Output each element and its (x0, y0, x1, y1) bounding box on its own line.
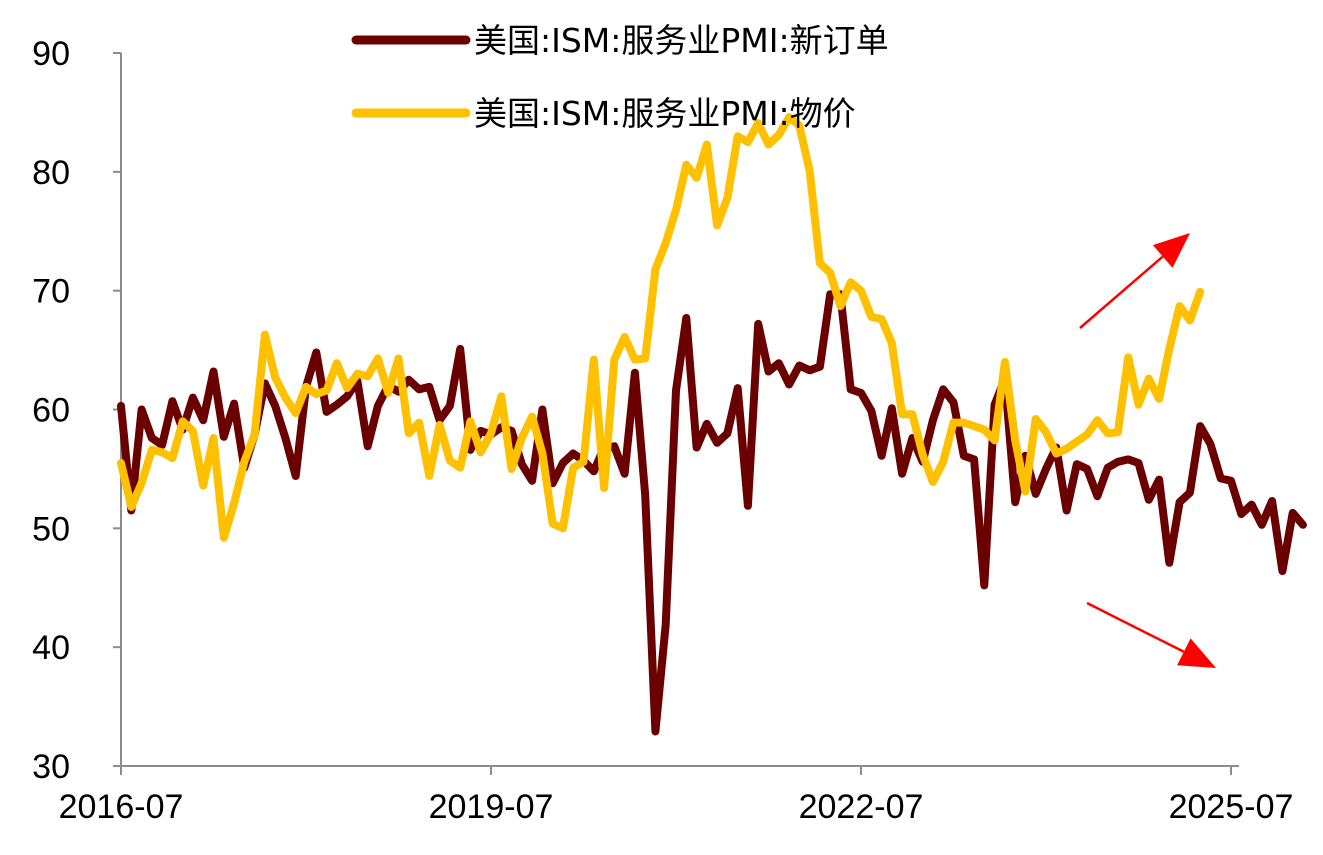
series-line-1 (117, 290, 1307, 736)
y-tick-label: 30 (32, 748, 70, 786)
y-tick-label: 60 (32, 392, 70, 430)
y-tick-label: 40 (32, 629, 70, 667)
x-tick-label: 2025-07 (1169, 788, 1294, 826)
trend-arrow-head-1 (1152, 233, 1190, 268)
y-tick-label: 80 (32, 154, 70, 192)
y-tick-label: 50 (32, 510, 70, 548)
x-tick-label: 2022-07 (799, 788, 924, 826)
annotation-layer (1079, 233, 1216, 668)
y-tick-label: 90 (32, 35, 70, 73)
x-tick-label: 2016-07 (59, 788, 184, 826)
legend-label-2: 美国:ISM:服务业PMI:物价 (474, 94, 856, 133)
axes: 30 40 50 60 70 80 90 2016-07 2019-07 2022-07 2025-… (32, 35, 1293, 826)
trend-arrow-head-2 (1177, 638, 1216, 668)
x-tick-label: 2019-07 (429, 788, 554, 826)
trend-arrow-line-1 (1079, 255, 1164, 329)
series-layer (117, 113, 1307, 736)
legend-label-1: 美国:ISM:服务业PMI:新订单 (474, 21, 889, 60)
series-line-2 (117, 113, 1205, 542)
y-tick-label: 70 (32, 273, 70, 311)
trend-arrow-line-2 (1086, 601, 1185, 653)
